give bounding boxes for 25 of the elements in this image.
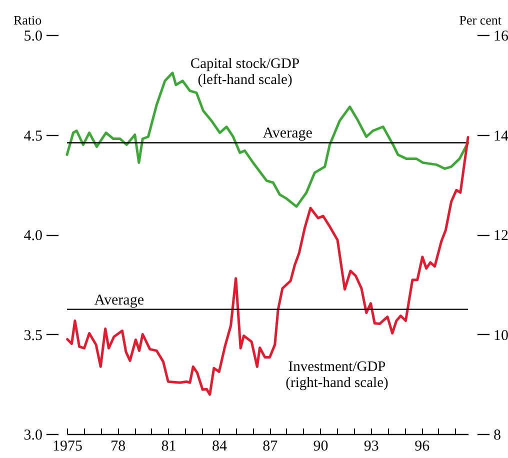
x-tick-label: 96	[414, 438, 430, 454]
x-tick-label: 1975	[52, 438, 82, 454]
x-tick-label: 78	[110, 438, 126, 454]
x-tick-label: 90	[313, 438, 328, 454]
series-label: Investment/GDP (right-hand scale)	[286, 359, 388, 391]
x-tick-label: 84	[212, 438, 228, 454]
x-tick-label: 93	[364, 438, 379, 454]
y2-tick-label: 12	[494, 228, 508, 244]
y-tick-label: 4.0	[24, 228, 42, 244]
y2-tick-label: 16	[494, 28, 508, 44]
y2-tick-label: 8	[494, 428, 501, 444]
x-tick-label: 81	[161, 438, 176, 454]
x-tick-label: 87	[262, 438, 278, 454]
y-axis-title: Ratio	[14, 12, 42, 28]
y2-tick-label: 14	[494, 128, 508, 144]
ref-line-label: Average	[94, 292, 144, 308]
y2-axis-title: Per cent	[459, 12, 502, 28]
line-series	[66, 72, 470, 208]
y-tick-label: 3.0	[24, 428, 42, 444]
series-label: Capital stock/GDP (left-hand scale)	[190, 56, 300, 88]
y-tick-label: 3.5	[24, 328, 42, 344]
y-tick-label: 4.5	[24, 128, 42, 144]
ref-line-label: Average	[262, 126, 313, 142]
y2-tick-label: 10	[494, 328, 508, 344]
y-tick-label: 5.0	[24, 28, 42, 44]
